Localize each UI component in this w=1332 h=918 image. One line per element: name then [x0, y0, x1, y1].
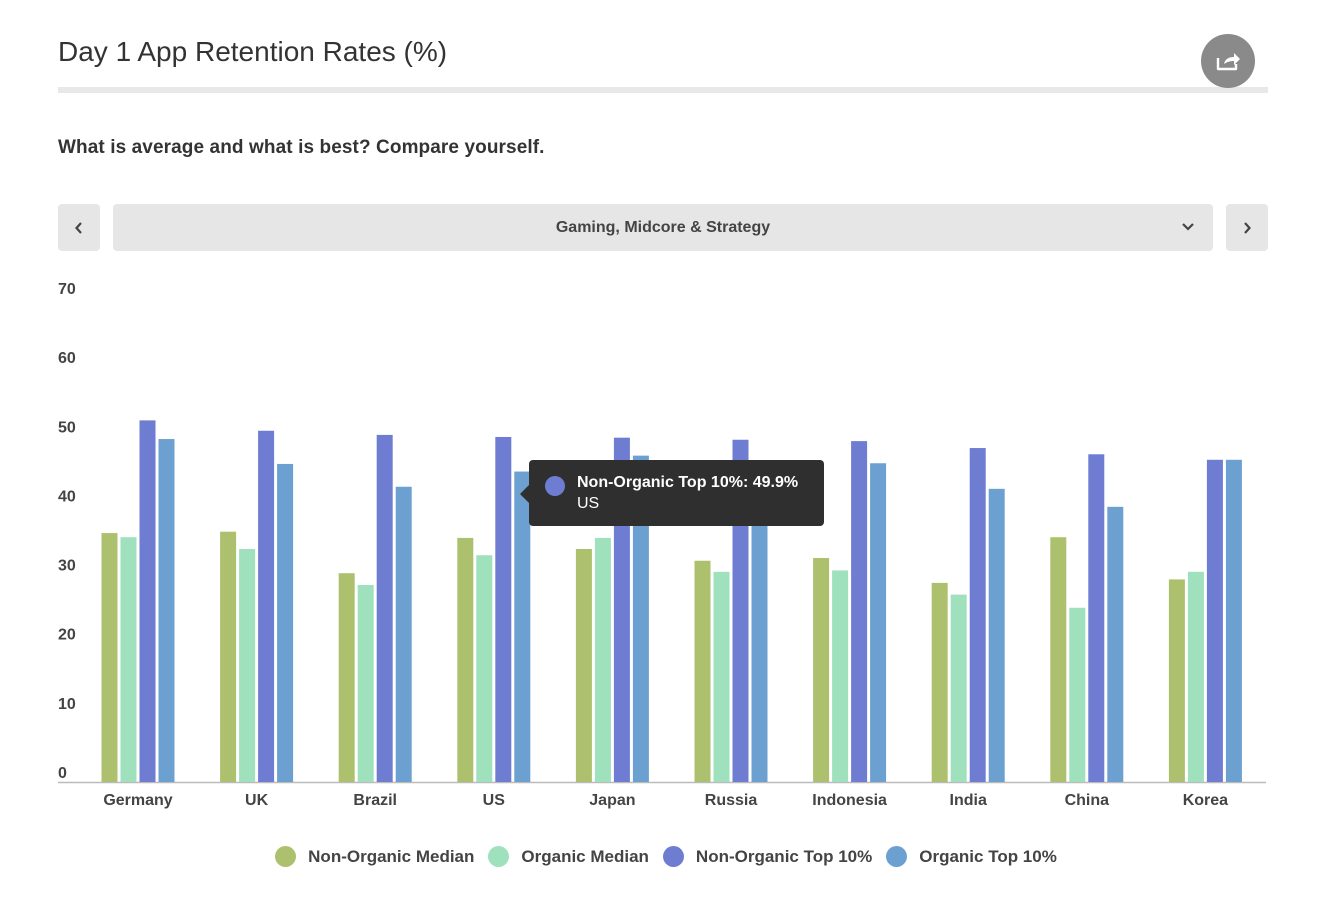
- bar-non-organic-top-10--indonesia[interactable]: [851, 441, 868, 782]
- bar-organic-top-10--china[interactable]: [1107, 506, 1124, 782]
- title-divider: [58, 87, 1268, 93]
- y-tick-label: 0: [58, 765, 67, 782]
- bar-organic-median-russia[interactable]: [713, 571, 730, 782]
- bar-organic-top-10--brazil[interactable]: [395, 486, 412, 782]
- bar-non-organic-median-germany[interactable]: [101, 533, 118, 782]
- bar-organic-median-korea[interactable]: [1187, 571, 1204, 782]
- bar-non-organic-top-10--korea[interactable]: [1206, 459, 1223, 782]
- chart-legend: Non-Organic Median Organic Median Non-Or…: [0, 846, 1332, 867]
- next-category-button[interactable]: [1226, 204, 1268, 251]
- bar-organic-top-10--india[interactable]: [988, 488, 1005, 782]
- y-tick-label: 50: [58, 419, 76, 436]
- y-tick-label: 40: [58, 488, 76, 505]
- bar-non-organic-top-10--germany[interactable]: [139, 420, 156, 782]
- legend-swatch: [662, 846, 684, 867]
- category-select[interactable]: Gaming, Midcore & Strategy: [113, 204, 1213, 251]
- bar-organic-top-10--uk[interactable]: [277, 463, 294, 782]
- page-title: Day 1 App Retention Rates (%): [58, 36, 448, 67]
- bar-non-organic-top-10--us[interactable]: [495, 436, 512, 782]
- y-tick-label: 20: [58, 627, 76, 644]
- bar-organic-top-10--us[interactable]: [514, 471, 531, 782]
- y-tick-label: 70: [58, 281, 76, 298]
- tooltip-value: Non-Organic Top 10%: 49.9%: [577, 474, 799, 491]
- legend-item-non-organic-median[interactable]: Non-Organic Median: [275, 846, 474, 867]
- chevron-down-icon: [1182, 223, 1194, 231]
- bar-non-organic-median-china[interactable]: [1050, 537, 1067, 782]
- legend-item-organic-top-10[interactable]: Organic Top 10%: [886, 846, 1057, 867]
- bar-organic-top-10--germany[interactable]: [158, 439, 175, 782]
- category-select-value: Gaming, Midcore & Strategy: [555, 218, 771, 236]
- bar-non-organic-top-10--china[interactable]: [1088, 454, 1105, 782]
- y-tick-label: 10: [58, 696, 76, 713]
- bar-organic-top-10--japan[interactable]: [632, 455, 649, 782]
- bar-non-organic-median-uk[interactable]: [220, 531, 237, 782]
- legend-item-non-organic-top-10[interactable]: Non-Organic Top 10%: [662, 846, 873, 867]
- legend-label: Organic Median: [521, 846, 649, 866]
- bar-organic-median-japan[interactable]: [594, 537, 611, 782]
- legend-label: Non-Organic Median: [308, 846, 475, 866]
- x-tick-label: US: [483, 792, 506, 809]
- bar-organic-median-china[interactable]: [1069, 607, 1086, 782]
- x-tick-label: UK: [245, 792, 269, 809]
- bar-non-organic-top-10--uk[interactable]: [258, 430, 275, 782]
- chevron-left-icon: [75, 221, 82, 234]
- x-tick-label: Brazil: [353, 792, 397, 809]
- x-tick-label: China: [1065, 792, 1110, 809]
- share-button[interactable]: [1201, 34, 1255, 88]
- x-tick-label: Korea: [1183, 792, 1228, 809]
- bar-organic-median-indonesia[interactable]: [832, 570, 849, 782]
- legend-label: Non-Organic Top 10%: [695, 846, 873, 866]
- y-tick-label: 30: [58, 558, 76, 575]
- retention-bar-chart: 0 10 20 30 40 50 60 70 Germany UK Brazil US Japan Rus…: [58, 281, 1266, 809]
- x-tick-label: Indonesia: [812, 792, 887, 809]
- y-tick-label: 60: [58, 350, 76, 367]
- bar-organic-top-10--korea[interactable]: [1225, 459, 1242, 782]
- chevron-right-icon: [1244, 221, 1251, 234]
- page-subtitle: What is average and what is best? Compar…: [58, 137, 545, 158]
- legend-swatch: [886, 846, 908, 867]
- bar-non-organic-top-10--india[interactable]: [969, 448, 986, 782]
- bar-non-organic-median-korea[interactable]: [1168, 579, 1185, 782]
- legend-swatch: [488, 846, 510, 867]
- x-tick-label: Japan: [589, 792, 635, 809]
- bar-organic-median-us[interactable]: [476, 555, 493, 782]
- x-tick-label: India: [950, 792, 987, 809]
- bar-non-organic-median-japan[interactable]: [575, 548, 592, 782]
- bar-non-organic-top-10--brazil[interactable]: [376, 434, 393, 782]
- bar-non-organic-median-russia[interactable]: [694, 560, 711, 782]
- x-tick-label: Germany: [103, 792, 172, 809]
- chart-tooltip: Non-Organic Top 10%: 49.9% US: [520, 460, 824, 526]
- x-tick-label: Russia: [705, 792, 758, 809]
- bar-non-organic-median-brazil[interactable]: [338, 573, 355, 782]
- legend-label: Organic Top 10%: [919, 846, 1057, 866]
- tooltip-swatch: [545, 476, 565, 496]
- bar-organic-top-10--russia[interactable]: [751, 515, 768, 782]
- bar-non-organic-median-us[interactable]: [457, 537, 474, 782]
- legend-swatch: [275, 846, 297, 867]
- bar-organic-median-india[interactable]: [950, 594, 967, 782]
- share-icon: [1216, 53, 1240, 71]
- previous-category-button[interactable]: [58, 204, 100, 251]
- bar-non-organic-median-india[interactable]: [931, 582, 948, 782]
- bar-organic-median-germany[interactable]: [120, 537, 137, 782]
- tooltip-category: US: [577, 495, 600, 512]
- bar-organic-median-uk[interactable]: [239, 548, 256, 782]
- legend-item-organic-median[interactable]: Organic Median: [488, 846, 649, 867]
- bar-organic-median-brazil[interactable]: [357, 584, 374, 782]
- bar-non-organic-median-indonesia[interactable]: [813, 557, 830, 782]
- bar-organic-top-10--indonesia[interactable]: [870, 463, 887, 782]
